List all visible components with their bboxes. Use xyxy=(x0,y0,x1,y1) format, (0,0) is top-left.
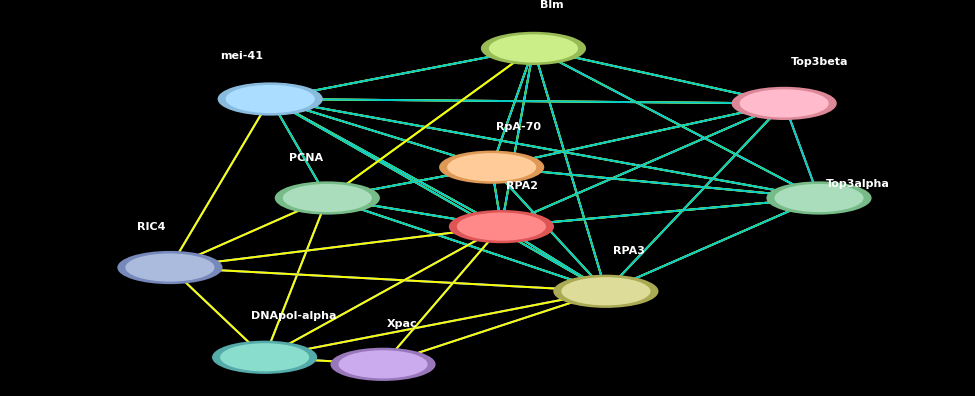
Text: PCNA: PCNA xyxy=(289,153,323,163)
Circle shape xyxy=(212,341,317,374)
Text: DNApol-alpha: DNApol-alpha xyxy=(251,311,336,321)
Circle shape xyxy=(338,350,428,379)
Text: RPA3: RPA3 xyxy=(613,246,644,256)
Text: Blm: Blm xyxy=(540,0,565,10)
Circle shape xyxy=(220,343,309,371)
Text: mei-41: mei-41 xyxy=(220,51,263,61)
Circle shape xyxy=(126,253,214,282)
Circle shape xyxy=(740,89,829,118)
Circle shape xyxy=(225,85,315,113)
Circle shape xyxy=(731,87,837,120)
Circle shape xyxy=(283,184,371,212)
Text: Top3alpha: Top3alpha xyxy=(826,179,890,189)
Text: RIC4: RIC4 xyxy=(137,222,166,232)
Circle shape xyxy=(117,251,222,284)
Text: Top3beta: Top3beta xyxy=(791,57,848,67)
Circle shape xyxy=(481,32,586,65)
Circle shape xyxy=(217,82,323,116)
Circle shape xyxy=(562,277,650,305)
Circle shape xyxy=(457,213,546,241)
Circle shape xyxy=(448,210,554,243)
Circle shape xyxy=(766,181,872,215)
Circle shape xyxy=(439,150,544,184)
Text: RPA2: RPA2 xyxy=(506,181,537,191)
Circle shape xyxy=(488,34,578,63)
Circle shape xyxy=(331,348,436,381)
Circle shape xyxy=(553,275,658,308)
Circle shape xyxy=(774,184,864,212)
Circle shape xyxy=(275,181,380,215)
Text: Xpac: Xpac xyxy=(387,319,418,329)
Circle shape xyxy=(448,153,536,181)
Text: RpA-70: RpA-70 xyxy=(496,122,541,132)
